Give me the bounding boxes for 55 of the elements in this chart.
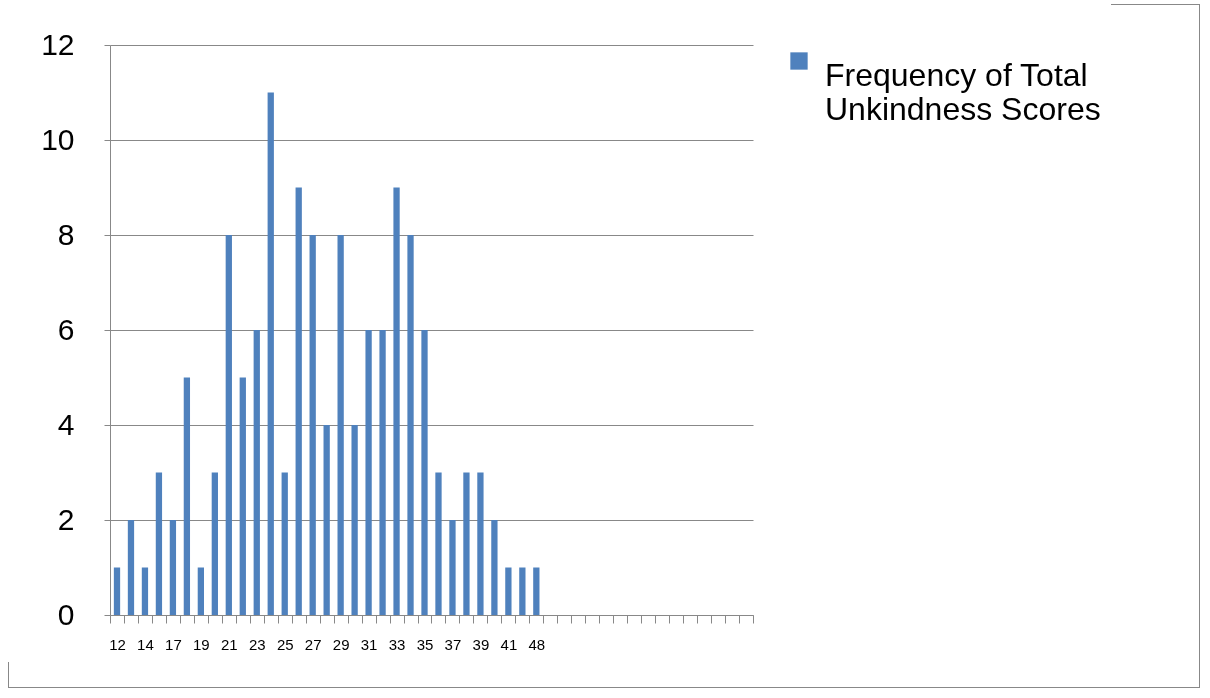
bar: [491, 520, 498, 615]
bar: [183, 377, 191, 615]
bar: [519, 567, 526, 615]
bar: [141, 567, 149, 615]
x-tick-label: 23: [248, 635, 266, 653]
bar: [379, 330, 386, 615]
bar: [169, 520, 177, 615]
y-tick-label: 8: [57, 217, 75, 251]
y-tick-label: 6: [57, 312, 75, 346]
x-tick-label: 19: [193, 635, 210, 653]
bar: [477, 472, 484, 615]
y-tick-label: 10: [41, 122, 75, 156]
bar: [267, 92, 274, 615]
bar: [127, 520, 135, 615]
x-tick-label: 27: [304, 635, 322, 653]
bar: [323, 425, 330, 615]
bar: [281, 472, 288, 615]
x-tick-label: 48: [528, 635, 546, 653]
bar: [225, 235, 232, 615]
bar: [533, 567, 540, 615]
x-tick-label: 41: [500, 635, 518, 653]
x-tick-label: 37: [444, 635, 462, 653]
bar: [239, 377, 246, 615]
x-tick-label: 31: [360, 635, 378, 653]
bar: [449, 520, 456, 615]
x-tick-label: 33: [388, 635, 406, 653]
bar: [463, 472, 470, 615]
bar: [365, 330, 372, 615]
bar: [197, 567, 204, 615]
bar: [421, 330, 428, 615]
x-tick-label: 25: [276, 635, 294, 653]
x-tick-label: 35: [416, 635, 434, 653]
legend-label: Frequency of Total Unkindness Scores: [825, 57, 1101, 127]
x-tick-label: 21: [220, 635, 238, 653]
x-tick-label: 17: [165, 635, 182, 653]
x-tick-label: 14: [137, 635, 154, 653]
bar: [351, 425, 358, 615]
bar: [435, 472, 442, 615]
y-tick-label: 12: [41, 27, 75, 61]
x-tick-label: 12: [109, 635, 126, 653]
y-tick-label: 0: [57, 597, 75, 631]
bar: [155, 472, 163, 615]
bar: [211, 472, 218, 615]
bar: [253, 330, 260, 615]
bar: [113, 567, 121, 615]
y-tick-label: 4: [57, 407, 75, 441]
bar: [505, 567, 512, 615]
bar: [337, 235, 344, 615]
bar: [295, 187, 302, 615]
bar: [309, 235, 316, 615]
bar: [407, 235, 414, 615]
x-tick-label: 39: [472, 635, 490, 653]
y-tick-label: 2: [57, 502, 75, 536]
x-tick-label: 29: [332, 635, 350, 653]
bar: [393, 187, 400, 615]
